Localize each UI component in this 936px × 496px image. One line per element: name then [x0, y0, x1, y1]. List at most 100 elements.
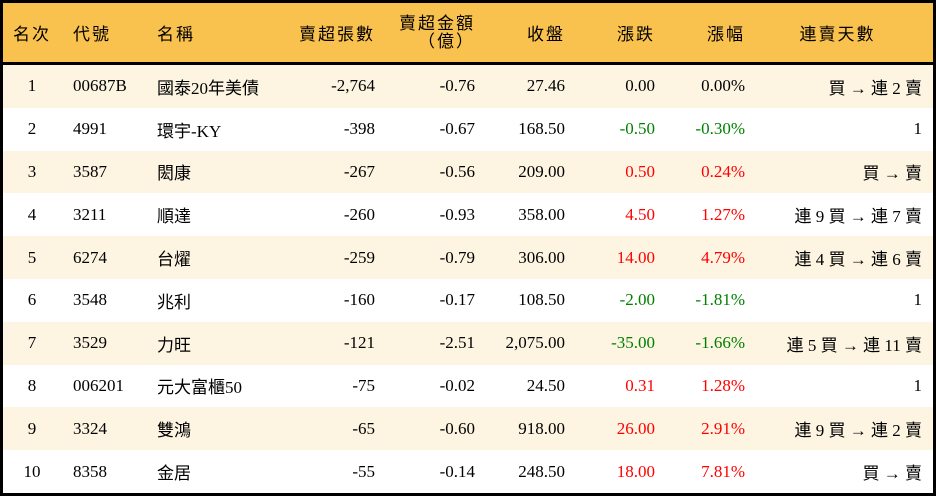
cell-rank: 10 [23, 461, 41, 481]
cell-rank: 7 [27, 333, 37, 353]
cell-name: 雙鴻 [157, 421, 191, 441]
cell-shares: -65 [352, 418, 375, 438]
cell-streak: 連 4 買 → 連 6 賣 [794, 250, 923, 270]
table-row: 6 3548 兆利 -160 -0.17 108.50 -2.00 -1.81% 1 [3, 279, 933, 322]
cell-code: 3324 [73, 418, 107, 438]
cell-amount: -0.93 [439, 204, 475, 224]
cell-close: 27.46 [526, 76, 565, 96]
header-amount-line1: 賣超金額 [399, 13, 475, 33]
cell-shares: -55 [352, 461, 375, 481]
header-amount: 賣超金額 （億） [383, 3, 475, 62]
cell-change: 0.31 [625, 375, 655, 395]
cell-amount: -0.56 [439, 161, 475, 181]
table-row: 3 3587 閎康 -267 -0.56 209.00 0.50 0.24% 買 → 賣 [3, 150, 933, 194]
cell-name: 台燿 [157, 250, 191, 270]
table-row: 10 8358 金居 -55 -0.14 248.50 18.00 7.81% 買 → 賣 [3, 450, 933, 493]
cell-close: 918.00 [518, 418, 565, 438]
header-code: 代號 [73, 25, 111, 44]
cell-change: 0.00 [625, 76, 655, 96]
cell-streak: 連 9 買 → 連 2 賣 [794, 421, 923, 441]
cell-amount: -0.67 [439, 119, 475, 139]
cell-shares: -75 [352, 375, 375, 395]
cell-shares: -267 [343, 161, 375, 181]
cell-amount: -0.17 [439, 290, 475, 310]
cell-name: 兆利 [157, 292, 191, 312]
header-name: 名稱 [157, 25, 195, 44]
cell-change: 18.00 [616, 461, 655, 481]
table-row: 7 3529 力旺 -121 -2.51 2,075.00 -35.00 -1.66% 連 5 … [3, 321, 933, 365]
cell-code: 3211 [73, 204, 107, 224]
cell-code: 6274 [73, 247, 107, 267]
cell-rank: 8 [27, 375, 37, 395]
cell-shares: -259 [343, 247, 375, 267]
cell-pct: 0.24% [701, 161, 745, 181]
cell-code: 3587 [73, 161, 107, 181]
cell-rank: 3 [27, 161, 37, 181]
cell-streak: 1 [913, 119, 923, 139]
cell-streak: 1 [913, 290, 923, 310]
cell-rank: 2 [27, 119, 37, 139]
cell-streak: 買 → 連 2 賣 [828, 78, 923, 98]
cell-close: 2,075.00 [505, 333, 566, 353]
table-row: 2 4991 環宇-KY -398 -0.67 168.50 -0.50 -0.30% 1 [3, 108, 933, 151]
cell-rank: 1 [27, 76, 37, 96]
cell-name: 元大富櫃50 [157, 378, 242, 398]
cell-amount: -0.14 [439, 461, 475, 481]
cell-pct: -1.66% [695, 333, 745, 353]
cell-pct: 7.81% [701, 461, 745, 481]
header-pct: 漲幅 [707, 25, 745, 44]
cell-rank: 4 [27, 204, 37, 224]
cell-pct: 1.28% [701, 375, 745, 395]
cell-streak: 買 → 賣 [862, 164, 923, 184]
cell-change: 26.00 [616, 418, 655, 438]
cell-amount: -0.76 [439, 76, 475, 96]
cell-close: 168.50 [518, 119, 565, 139]
cell-change: -35.00 [611, 333, 655, 353]
cell-rank: 6 [27, 290, 37, 310]
cell-pct: 4.79% [701, 247, 745, 267]
table-row: 9 3324 雙鴻 -65 -0.60 918.00 26.00 2.91% 連 9 買 → 連… [3, 407, 933, 451]
cell-name: 閎康 [157, 164, 191, 184]
table-row: 4 3211 順達 -260 -0.93 358.00 4.50 1.27% 連 9 買 → 連… [3, 193, 933, 236]
cell-close: 358.00 [518, 204, 565, 224]
cell-streak: 連 9 買 → 連 7 賣 [794, 207, 923, 227]
cell-pct: -1.81% [695, 290, 745, 310]
table-row: 8 006201 元大富櫃50 -75 -0.02 24.50 0.31 1.28% 1 [3, 365, 933, 408]
cell-shares: -121 [343, 333, 375, 353]
table-body: 1 00687B 國泰20年美債 -2,764 -0.76 27.46 0.00 0.00% 買… [3, 65, 933, 493]
header-streak: 連賣天數 [799, 25, 876, 44]
cell-streak: 買 → 賣 [862, 464, 923, 484]
table-row: 5 6274 台燿 -259 -0.79 306.00 14.00 4.79% 連 4 買 → … [3, 236, 933, 279]
cell-change: -0.50 [619, 119, 655, 139]
cell-name: 環宇-KY [157, 121, 222, 141]
cell-shares: -2,764 [331, 76, 375, 96]
cell-close: 108.50 [518, 290, 565, 310]
cell-streak: 連 5 買 → 連 11 賣 [786, 335, 922, 355]
cell-pct: 2.91% [701, 418, 745, 438]
cell-name: 金居 [157, 464, 191, 484]
cell-close: 24.50 [526, 375, 565, 395]
cell-change: 4.50 [625, 204, 655, 224]
cell-amount: -2.51 [439, 333, 475, 353]
header-change: 漲跌 [617, 25, 655, 44]
cell-pct: -0.30% [695, 119, 745, 139]
cell-code: 3548 [73, 290, 107, 310]
cell-pct: 0.00% [701, 76, 745, 96]
header-close: 收盤 [527, 25, 565, 44]
cell-shares: -260 [343, 204, 375, 224]
cell-code: 4991 [73, 119, 107, 139]
cell-change: 0.50 [625, 161, 655, 181]
cell-code: 8358 [73, 461, 107, 481]
cell-amount: -0.79 [439, 247, 475, 267]
cell-close: 248.50 [518, 461, 565, 481]
table-header: 名次 代號 名稱 賣超張數 賣超金額 （億） 收盤 漲跌 漲幅 連賣天數 [3, 3, 933, 65]
cell-change: 14.00 [616, 247, 655, 267]
cell-shares: -160 [343, 290, 375, 310]
cell-pct: 1.27% [701, 204, 745, 224]
cell-change: -2.00 [619, 290, 655, 310]
cell-name: 國泰20年美債 [157, 78, 259, 98]
header-rank: 名次 [13, 25, 51, 44]
cell-code: 00687B [73, 76, 127, 96]
cell-amount: -0.02 [439, 375, 475, 395]
cell-rank: 5 [27, 247, 37, 267]
